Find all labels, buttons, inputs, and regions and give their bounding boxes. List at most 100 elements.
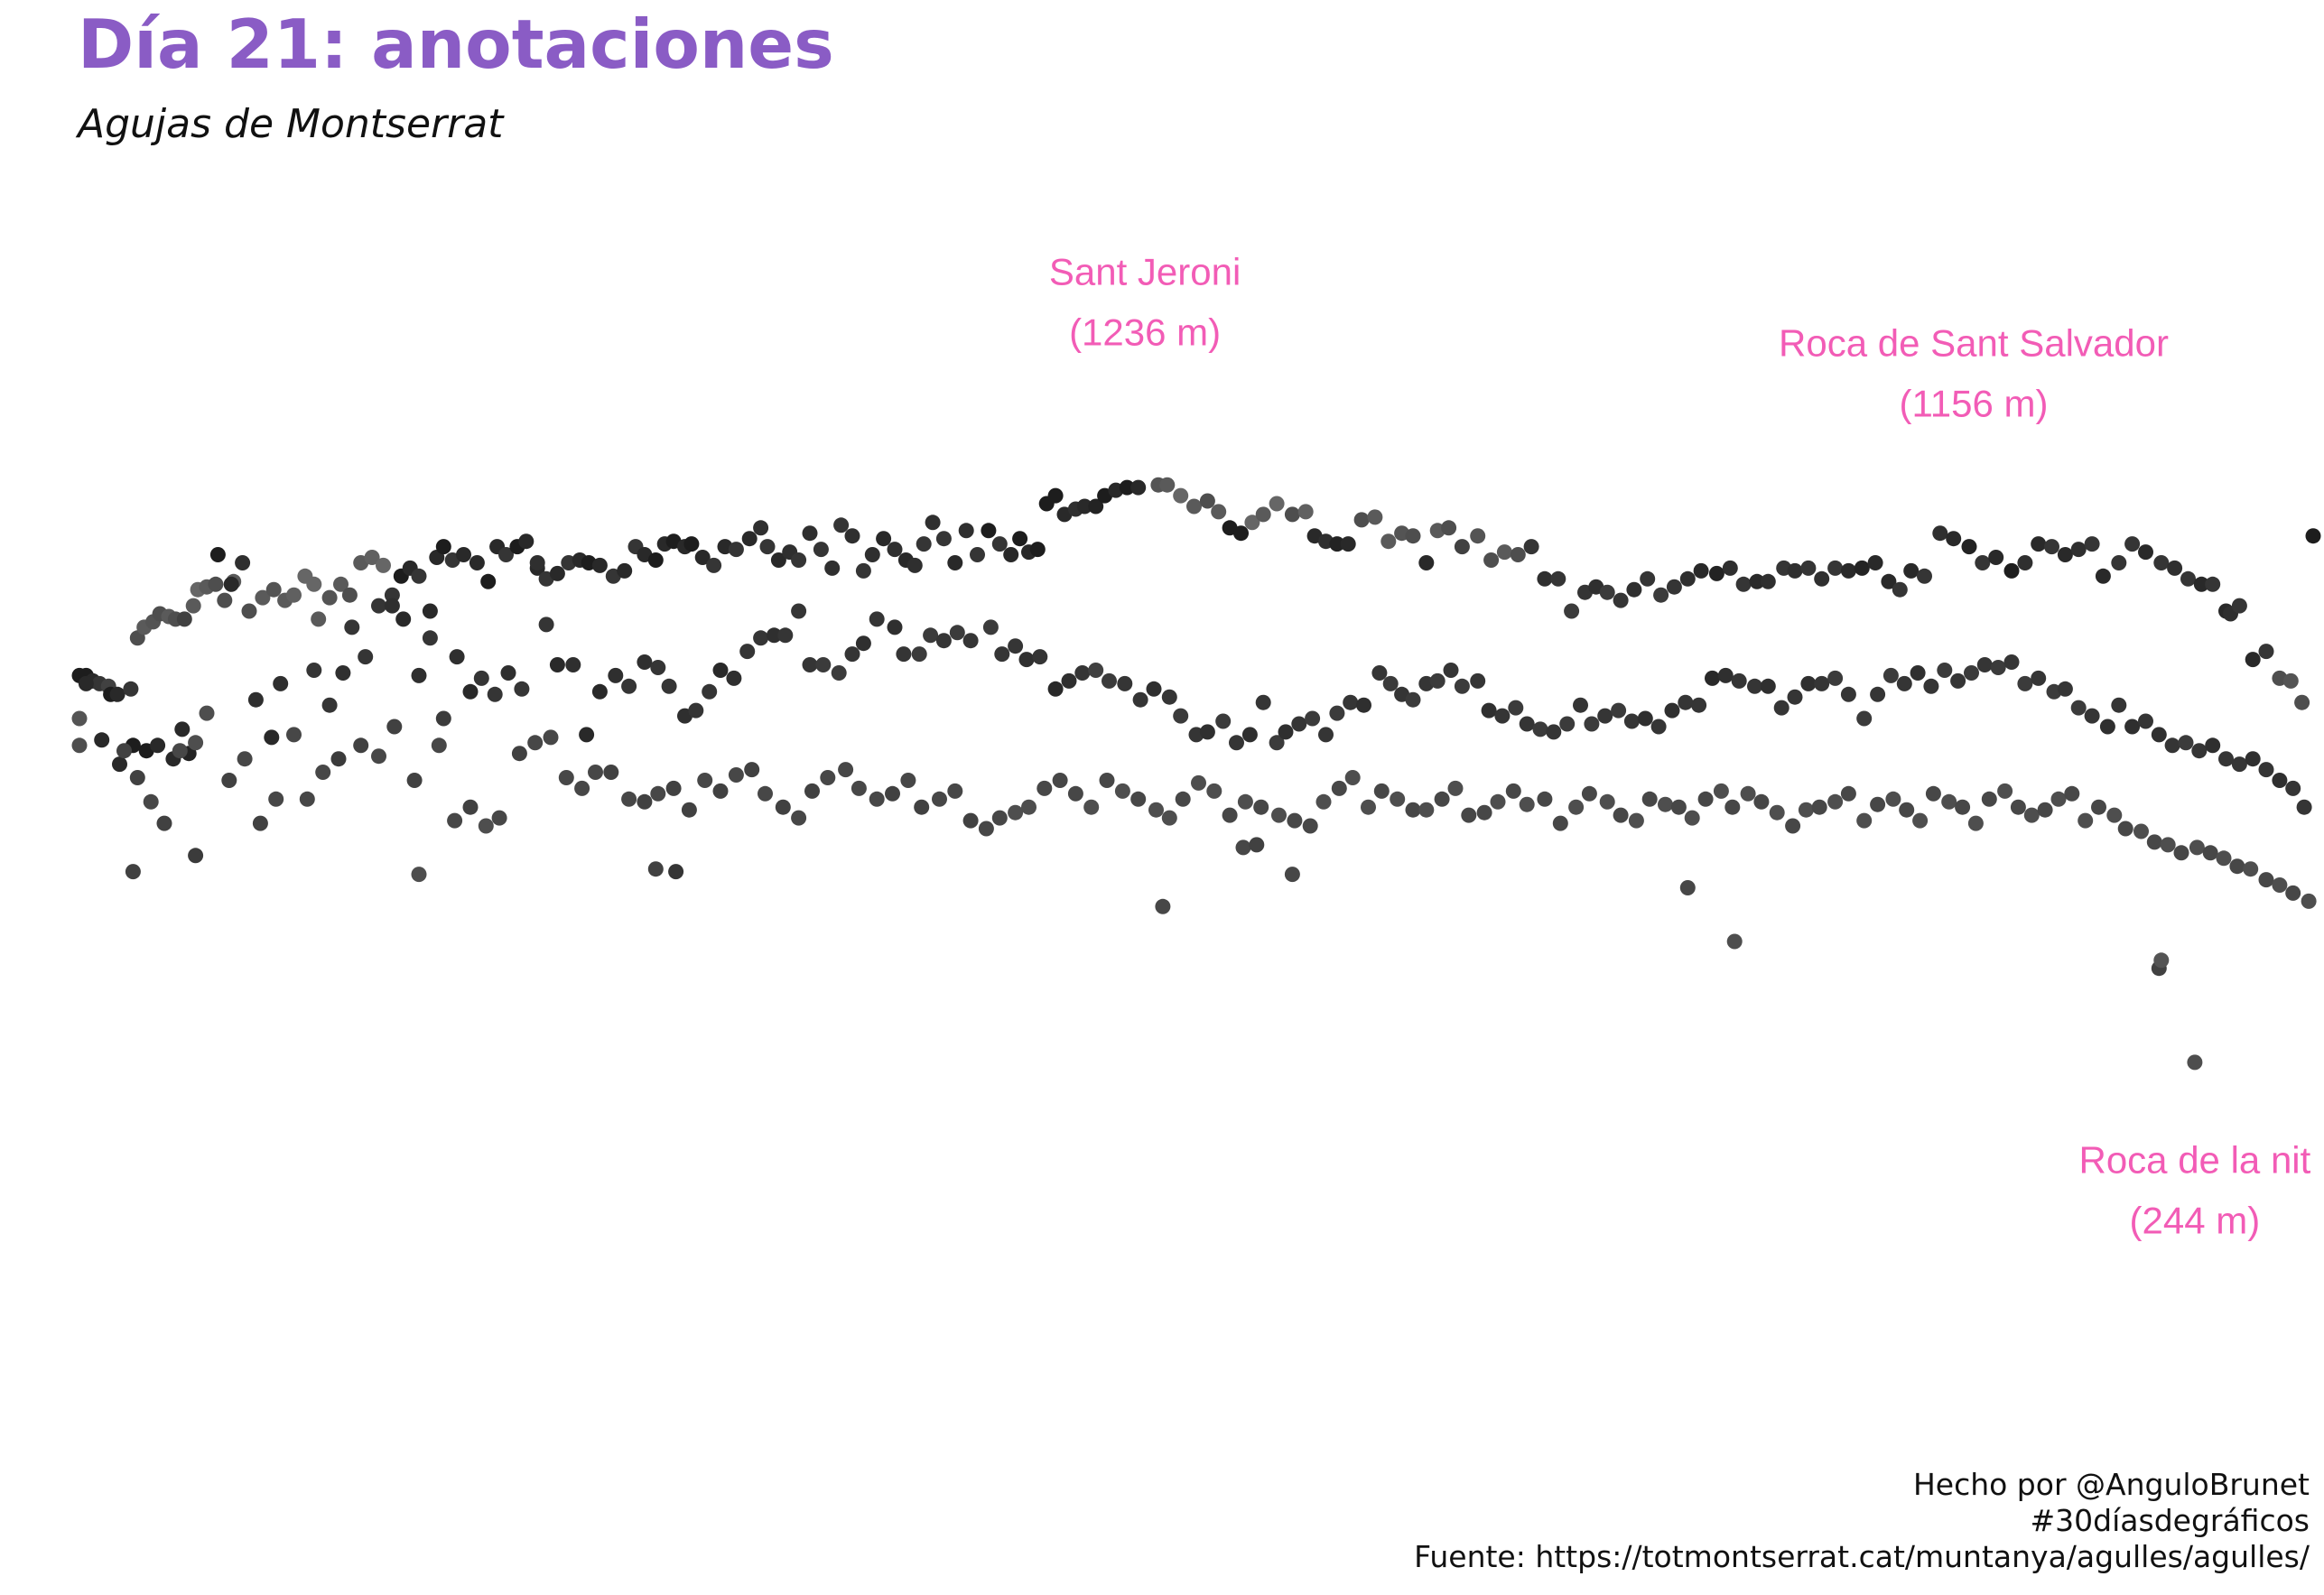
data-point-374	[199, 705, 215, 721]
data-point-506	[2202, 845, 2218, 861]
data-point-213	[235, 555, 251, 570]
data-point-297	[1371, 665, 1388, 681]
data-point-347	[2031, 670, 2047, 686]
data-point-33	[341, 587, 358, 603]
data-point-323	[1705, 670, 1720, 686]
data-point-268	[982, 619, 999, 635]
data-point-200	[2294, 694, 2310, 710]
data-point-520	[1235, 839, 1251, 856]
data-point-485	[1912, 812, 1929, 829]
data-point-359	[2191, 743, 2208, 759]
data-point-89	[916, 536, 932, 552]
data-point-162	[1800, 560, 1817, 576]
data-point-250	[739, 644, 756, 660]
data-point-260	[869, 611, 885, 627]
data-point-399	[621, 791, 637, 807]
data-point-257	[831, 665, 847, 681]
data-point-269	[994, 646, 1010, 663]
annotation-name-0: Sant Jeroni	[1049, 250, 1241, 292]
data-point-307	[1494, 708, 1511, 724]
data-point-32	[333, 576, 349, 592]
data-point-170	[1903, 562, 1920, 579]
data-point-404	[697, 773, 713, 788]
data-point-409	[775, 799, 791, 815]
data-point-509	[2243, 861, 2259, 877]
data-point-189	[2167, 560, 2183, 576]
chart-title: Día 21: anotaciones	[78, 5, 834, 84]
data-point-489	[1967, 815, 1984, 831]
data-point-45	[456, 547, 471, 562]
data-point-504	[2173, 845, 2189, 861]
data-point-281	[1161, 689, 1177, 705]
data-point-203	[94, 732, 110, 748]
data-point-37	[384, 587, 400, 603]
data-point-419	[932, 791, 947, 807]
data-point-188	[2153, 555, 2170, 570]
data-point-315	[1597, 708, 1613, 724]
data-point-35	[364, 550, 380, 565]
data-point-123	[1297, 504, 1314, 520]
data-point-502	[2146, 834, 2162, 850]
data-point-267	[962, 633, 979, 649]
caption-hashtag: #30díasdegráficos	[2030, 1503, 2310, 1538]
data-point-487	[1941, 793, 1957, 810]
data-point-142	[1537, 570, 1553, 587]
data-point-339	[1923, 678, 1939, 694]
data-point-63	[647, 552, 664, 568]
data-point-321	[1678, 694, 1694, 710]
data-point-255	[802, 657, 818, 672]
data-point-511	[2272, 877, 2288, 893]
data-point-310	[1532, 721, 1548, 737]
data-point-150	[1640, 570, 1656, 587]
data-point-31	[321, 589, 338, 606]
data-point-459	[1537, 791, 1553, 807]
data-point-262	[896, 646, 912, 663]
data-point-171	[1917, 568, 1932, 584]
data-point-163	[1814, 570, 1830, 587]
data-point-291	[1291, 716, 1307, 732]
data-point-479	[1827, 793, 1844, 810]
data-point-77	[791, 552, 807, 568]
data-point-415	[869, 791, 885, 807]
data-point-265	[935, 633, 952, 649]
data-point-58	[591, 557, 608, 573]
data-point-69	[706, 557, 722, 573]
data-point-236	[549, 657, 565, 672]
data-point-179	[2031, 536, 2047, 552]
data-point-316	[1611, 702, 1627, 719]
data-point-284	[1199, 724, 1215, 740]
data-point-139	[1496, 544, 1512, 561]
data-point-138	[1483, 552, 1500, 568]
data-point-481	[1856, 812, 1873, 829]
data-point-30	[311, 611, 327, 627]
data-point-29	[306, 576, 322, 592]
data-point-343	[1976, 657, 1993, 672]
data-point-327	[1760, 678, 1776, 694]
data-point-113	[1173, 487, 1189, 504]
data-point-197	[2258, 644, 2274, 660]
data-point-83	[855, 562, 871, 579]
data-point-212	[223, 576, 239, 592]
data-point-166	[1854, 560, 1870, 576]
data-point-443	[1302, 818, 1318, 834]
data-point-483	[1885, 791, 1901, 807]
caption-author: Hecho por @AnguloBrunet	[1912, 1467, 2310, 1502]
data-point-241	[621, 678, 637, 694]
data-point-106	[1088, 498, 1104, 515]
data-point-275	[1074, 665, 1091, 681]
data-point-276	[1088, 663, 1104, 678]
data-point-221	[358, 649, 374, 665]
data-point-217	[306, 663, 322, 678]
data-point-351	[2084, 708, 2100, 724]
data-point-508	[2229, 858, 2245, 875]
data-point-224	[395, 611, 412, 627]
data-point-242	[637, 654, 653, 670]
annotations-layer: Sant Jeroni (1236 m) Roca de Sant Salvador…	[1049, 250, 2311, 1241]
data-point-204	[112, 756, 127, 773]
data-point-302	[1429, 672, 1446, 689]
data-point-372	[172, 743, 188, 759]
data-point-461	[1568, 799, 1585, 815]
data-point-122	[1284, 506, 1300, 523]
data-point-130	[1380, 533, 1397, 550]
data-point-126	[1329, 536, 1345, 552]
